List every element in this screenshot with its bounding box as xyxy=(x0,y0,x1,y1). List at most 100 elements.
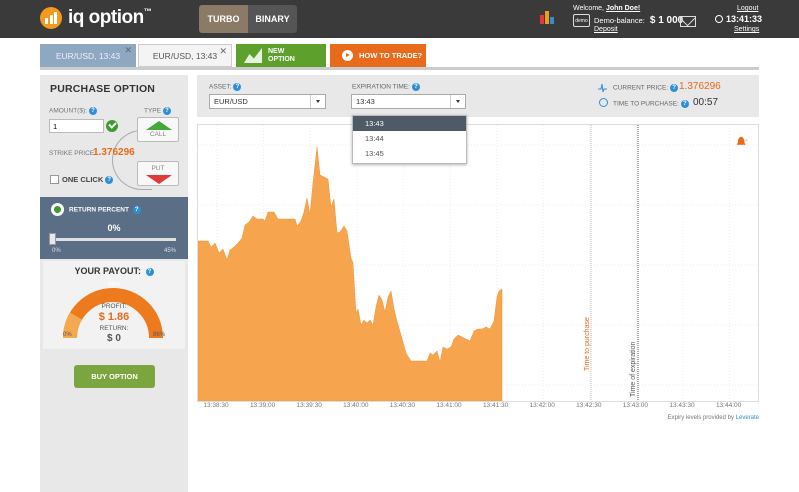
put-button[interactable]: PUT xyxy=(137,161,179,186)
gauge-max: 86% xyxy=(153,332,166,338)
help-icon[interactable]: ? xyxy=(233,83,242,91)
price-pulse-icon xyxy=(598,83,607,93)
buy-option-button[interactable]: BUY OPTION xyxy=(74,365,155,388)
chevron-down-icon xyxy=(450,95,465,108)
mode-switch: TURBO BINARY xyxy=(199,5,297,33)
logo-icon xyxy=(40,7,62,29)
option-tab-2[interactable]: EUR/USD, 13:43 ✕ xyxy=(138,44,232,67)
x-tick-label: 13:39:00 xyxy=(249,402,276,409)
leverate-link[interactable]: Leverate xyxy=(735,415,759,421)
return-percent-section: RETURN PERCENT ? 0% 0% 45% xyxy=(40,197,188,259)
one-click-toggle[interactable]: ONE CLICK? xyxy=(50,175,114,184)
current-price-value: 1.376296 xyxy=(679,81,721,92)
asset-label: ASSET:? xyxy=(209,83,242,91)
help-icon[interactable]: ? xyxy=(132,206,141,214)
logo[interactable]: iq option™ xyxy=(40,7,152,29)
price-area xyxy=(197,146,503,402)
mail-icon[interactable] xyxy=(680,16,696,27)
expiration-option[interactable]: 13:44 xyxy=(365,134,384,143)
option-tabs: EUR/USD, 13:43 ✕ EUR/USD, 13:43 ✕ NEW OPT… xyxy=(40,44,759,70)
current-price-label: CURRENT PRICE:? xyxy=(613,84,679,92)
welcome-text: Welcome, John Doe! xyxy=(573,5,641,12)
payout-title: YOUR PAYOUT: ? xyxy=(43,266,185,276)
one-click-checkbox[interactable] xyxy=(50,175,59,184)
mode-binary-button[interactable]: BINARY xyxy=(248,5,297,33)
how-to-trade-button[interactable]: HOW TO TRADE? xyxy=(330,44,426,67)
type-label: TYPE? xyxy=(144,107,171,115)
expiration-label: EXPIRATION TIME:? xyxy=(352,83,420,91)
help-icon[interactable]: ? xyxy=(670,84,679,92)
slider-min: 0% xyxy=(52,248,61,254)
x-tick-label: 13:38:30 xyxy=(203,402,229,409)
expiration-select[interactable]: 13:43 xyxy=(351,94,466,109)
strike-value: 1.376296 xyxy=(93,147,135,158)
x-tick-label: 13:42:00 xyxy=(529,402,555,409)
gauge-top-label: 86% xyxy=(107,282,120,288)
clock-icon xyxy=(715,15,723,23)
x-axis: 13:38:30 13:39:00 13:39:30 13:40:00 13:40:30… xyxy=(197,402,759,414)
chevron-down-icon xyxy=(310,95,325,108)
mode-turbo-button[interactable]: TURBO xyxy=(199,5,248,33)
return-value: $ 0 xyxy=(107,333,121,344)
check-icon xyxy=(106,120,118,132)
return-radio[interactable] xyxy=(51,203,64,216)
x-tick-label: 13:43:00 xyxy=(622,402,649,409)
deposit-link[interactable]: Deposit xyxy=(594,26,618,33)
arrow-down-icon xyxy=(146,175,172,184)
expiration-option[interactable]: 13:43 xyxy=(353,116,466,131)
strike-label: STRIKE PRICE: xyxy=(49,150,96,157)
help-icon[interactable]: ? xyxy=(680,100,689,108)
play-icon xyxy=(342,50,353,61)
alarm-bell-icon[interactable]: on xyxy=(736,134,748,147)
return-slider-handle[interactable] xyxy=(49,233,56,245)
balance-value: $ 1 000 xyxy=(649,15,684,26)
balance: demo Demo-balance: $ 1 000 xyxy=(573,14,683,27)
option-tab-label: EUR/USD, 13:43 xyxy=(152,50,218,61)
return-percent-value: 0% xyxy=(107,223,121,233)
profit-label: PROFIT: xyxy=(101,303,127,310)
help-icon[interactable]: ? xyxy=(105,175,114,184)
new-chart-icon xyxy=(244,48,262,63)
expiry-note: Expiry levels provided by Leverate xyxy=(667,415,759,421)
x-tick-label: 13:40:30 xyxy=(389,402,416,409)
close-icon[interactable]: ✕ xyxy=(219,46,227,56)
expiration-line-label: Time of expiration xyxy=(630,342,637,397)
help-icon[interactable]: ? xyxy=(145,267,154,276)
settings-link[interactable]: Settings xyxy=(734,26,760,33)
expiration-option[interactable]: 13:45 xyxy=(365,149,384,158)
amount-label: AMOUNT($):? xyxy=(49,107,97,115)
x-tick-label: 13:40:00 xyxy=(343,402,369,409)
help-icon[interactable]: ? xyxy=(411,83,420,91)
slider-max: 45% xyxy=(164,248,177,254)
new-option-button[interactable]: NEW OPTION xyxy=(236,44,326,67)
option-tab-1[interactable]: EUR/USD, 13:43 ✕ xyxy=(40,44,136,67)
user-name[interactable]: John Doe! xyxy=(605,5,641,12)
expiration-dropdown: 13:43 13:44 13:45 xyxy=(352,115,467,164)
x-tick-label: 13:41:30 xyxy=(482,402,509,409)
close-icon[interactable]: ✕ xyxy=(124,45,132,55)
logout-link[interactable]: Logout xyxy=(737,5,759,12)
top-bar: iq option™ TURBO BINARY Welcome, John Do… xyxy=(0,0,799,38)
server-time: 13:41:33 xyxy=(715,14,762,24)
timer-icon xyxy=(599,98,608,107)
call-button[interactable]: CALL xyxy=(137,117,179,142)
brand-tm: ™ xyxy=(143,7,152,16)
asset-select[interactable]: EUR/USD xyxy=(209,94,326,109)
return-percent-label: RETURN PERCENT ? xyxy=(69,206,141,214)
help-icon[interactable]: ? xyxy=(162,107,171,115)
payout-section: YOUR PAYOUT: ? 86% PROFIT: $ 1.86 RETURN… xyxy=(43,261,185,349)
balance-label: Demo-balance: xyxy=(594,16,645,25)
time-to-purchase-label: TIME TO PURCHASE:? xyxy=(613,100,689,108)
return-label: RETURN: xyxy=(99,325,129,332)
x-tick-label: 13:43:30 xyxy=(669,402,695,409)
return-slider-track[interactable] xyxy=(52,238,176,241)
price-chart-svg: Time to purchase Time of expiration xyxy=(197,125,758,402)
server-time-value: 13:41:33 xyxy=(726,14,763,24)
help-icon[interactable]: ? xyxy=(88,107,97,115)
amount-input[interactable] xyxy=(49,119,104,133)
price-chart[interactable]: Time to purchase Time of expiration xyxy=(197,124,759,402)
x-tick-label: 13:44:00 xyxy=(715,402,742,409)
chart-type-icon[interactable] xyxy=(540,11,554,24)
purchase-title: PURCHASE OPTION xyxy=(50,83,156,95)
chart-controls: ASSET:? EUR/USD EXPIRATION TIME:? 13:43 … xyxy=(197,75,759,117)
